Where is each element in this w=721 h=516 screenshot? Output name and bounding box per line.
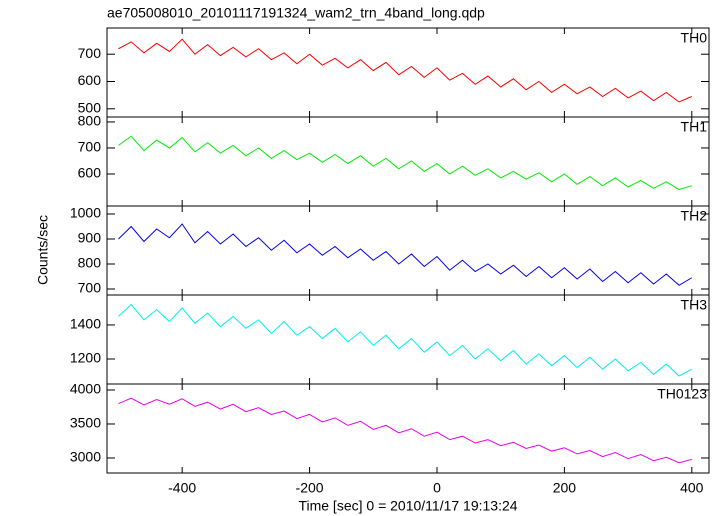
- y-tick-label: 800: [78, 255, 102, 271]
- series-line: [118, 397, 692, 464]
- panel-frame: [106, 383, 710, 474]
- y-axis-label: Counts/sec: [35, 215, 51, 285]
- x-tick-label: 200: [553, 480, 577, 496]
- panel-frame: [106, 205, 710, 296]
- x-tick-label: -400: [168, 480, 196, 496]
- panel-label: TH2: [681, 208, 708, 224]
- series-line: [118, 303, 693, 377]
- y-tick-label: 1400: [70, 316, 101, 332]
- panel-label: TH0123: [657, 386, 707, 402]
- y-tick-label: 800: [78, 113, 102, 129]
- y-tick-label: 600: [78, 165, 102, 181]
- panel-label: TH3: [681, 297, 708, 313]
- x-axis-label: Time [sec] 0 = 2010/11/17 19:13:24: [298, 498, 517, 514]
- y-tick-label: 1200: [70, 350, 101, 366]
- panel-frame: [106, 27, 710, 118]
- y-tick-label: 3000: [70, 449, 101, 465]
- chart-title: ae705008010_20101117191324_wam2_trn_4ban…: [107, 5, 485, 21]
- y-tick-label: 500: [78, 100, 102, 116]
- x-tick-label: 0: [433, 480, 441, 496]
- series-line: [118, 38, 692, 103]
- series-line: [118, 223, 693, 286]
- x-tick-label: -200: [296, 480, 324, 496]
- y-tick-label: 700: [78, 139, 102, 155]
- y-tick-label: 700: [78, 45, 102, 61]
- panel-label: TH0: [681, 30, 708, 46]
- y-tick-label: 600: [78, 72, 102, 88]
- y-tick-label: 900: [78, 230, 102, 246]
- y-tick-label: 4000: [70, 381, 101, 397]
- y-tick-label: 1000: [70, 205, 101, 221]
- panel-label: TH1: [681, 119, 708, 135]
- y-tick-label: 700: [78, 280, 102, 296]
- panel-frame: [106, 116, 710, 207]
- panel-frame: [106, 294, 710, 385]
- series-line: [118, 135, 692, 191]
- x-tick-label: 400: [680, 480, 704, 496]
- y-tick-label: 3500: [70, 415, 101, 431]
